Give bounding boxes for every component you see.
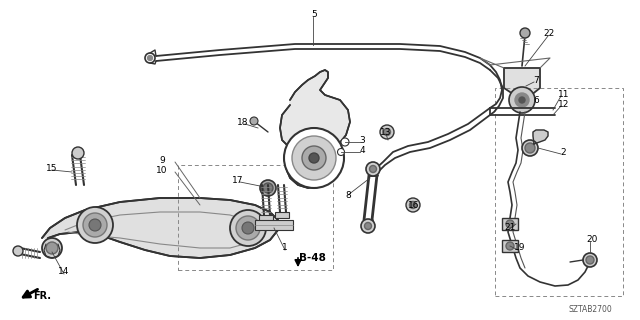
Circle shape xyxy=(365,222,371,229)
Text: 15: 15 xyxy=(46,164,58,172)
Text: 5: 5 xyxy=(311,10,317,19)
Circle shape xyxy=(586,256,594,264)
Circle shape xyxy=(509,87,535,113)
Circle shape xyxy=(284,128,344,188)
Text: 2: 2 xyxy=(560,148,566,156)
Circle shape xyxy=(583,253,597,267)
Circle shape xyxy=(89,219,101,231)
Polygon shape xyxy=(533,130,548,144)
Circle shape xyxy=(525,143,535,153)
Text: 17: 17 xyxy=(232,175,244,185)
Text: 18: 18 xyxy=(237,117,249,126)
Circle shape xyxy=(506,220,514,228)
Text: 1: 1 xyxy=(282,244,288,252)
Circle shape xyxy=(506,242,514,250)
Circle shape xyxy=(292,136,336,180)
Circle shape xyxy=(302,146,326,170)
Text: 12: 12 xyxy=(558,100,570,108)
Bar xyxy=(495,88,623,296)
Circle shape xyxy=(236,216,260,240)
Circle shape xyxy=(369,165,376,172)
Text: 16: 16 xyxy=(408,201,420,210)
Bar xyxy=(502,240,518,252)
Circle shape xyxy=(242,222,254,234)
Bar xyxy=(255,220,293,230)
Circle shape xyxy=(337,148,344,156)
Circle shape xyxy=(83,213,107,237)
Circle shape xyxy=(522,140,538,156)
Circle shape xyxy=(145,53,155,63)
Polygon shape xyxy=(280,70,350,188)
Text: 7: 7 xyxy=(533,76,539,84)
Bar xyxy=(275,212,289,218)
Text: B-48: B-48 xyxy=(299,253,325,263)
Circle shape xyxy=(42,238,62,258)
Circle shape xyxy=(380,125,394,139)
Circle shape xyxy=(515,93,529,107)
Polygon shape xyxy=(504,68,540,96)
Text: 10: 10 xyxy=(156,165,168,174)
Circle shape xyxy=(361,219,375,233)
Circle shape xyxy=(406,198,420,212)
Text: SZTAB2700: SZTAB2700 xyxy=(568,306,612,315)
Text: 22: 22 xyxy=(543,28,555,37)
Circle shape xyxy=(383,129,390,135)
Text: 3: 3 xyxy=(359,135,365,145)
Bar xyxy=(502,218,518,230)
Text: 20: 20 xyxy=(586,236,598,244)
Text: 19: 19 xyxy=(515,244,525,252)
Circle shape xyxy=(250,117,258,125)
Text: 4: 4 xyxy=(359,146,365,155)
Circle shape xyxy=(341,138,349,146)
Circle shape xyxy=(366,162,380,176)
Text: 6: 6 xyxy=(533,95,539,105)
Circle shape xyxy=(260,180,276,196)
Polygon shape xyxy=(42,198,278,258)
Text: 8: 8 xyxy=(345,190,351,199)
Text: 21: 21 xyxy=(504,223,516,233)
Bar xyxy=(178,165,333,270)
Circle shape xyxy=(520,28,530,38)
Text: FR.: FR. xyxy=(33,291,51,301)
Text: 11: 11 xyxy=(558,90,570,99)
Circle shape xyxy=(13,246,23,256)
Circle shape xyxy=(309,153,319,163)
Text: 9: 9 xyxy=(159,156,165,164)
Circle shape xyxy=(263,183,273,193)
Circle shape xyxy=(147,55,152,60)
Circle shape xyxy=(77,207,113,243)
Circle shape xyxy=(72,147,84,159)
Circle shape xyxy=(230,210,266,246)
Circle shape xyxy=(519,97,525,103)
Circle shape xyxy=(410,202,417,209)
Circle shape xyxy=(46,242,58,254)
Text: 13: 13 xyxy=(380,127,392,137)
Bar xyxy=(259,215,273,221)
Text: 14: 14 xyxy=(58,268,70,276)
